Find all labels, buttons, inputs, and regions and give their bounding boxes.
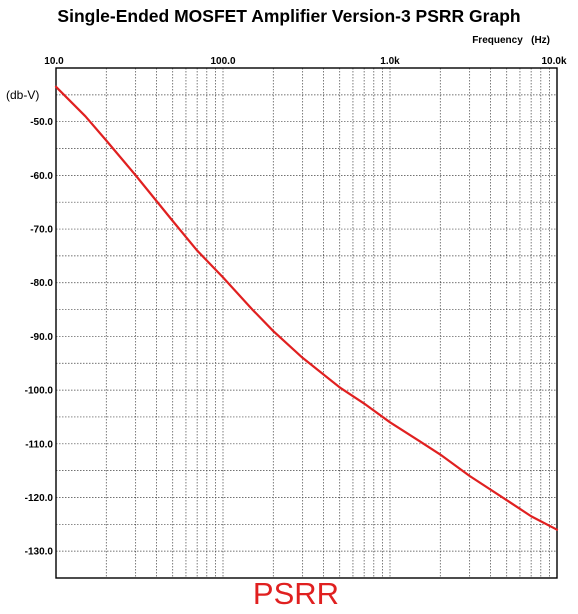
y-tick-label: -90.0 — [30, 332, 53, 343]
y-tick-label: -50.0 — [30, 117, 53, 128]
y-tick-label: -120.0 — [25, 493, 54, 504]
x-tick-labels: 10.0 100.0 1.0k 10.0k — [44, 56, 567, 67]
y-tick-labels: -50.0 -60.0 -70.0 -80.0 -90.0 -100.0 -110.0 -12… — [25, 117, 54, 557]
x-axis-label: Frequency (Hz) — [472, 35, 550, 46]
x-tick-label: 10.0 — [44, 56, 64, 67]
y-axis-label: (db-V) — [6, 88, 39, 102]
psrr-series-line — [54, 85, 559, 531]
x-tick-label: 100.0 — [210, 56, 235, 67]
x-tick-label: 1.0k — [380, 56, 400, 67]
chart-title: Single-Ended MOSFET Amplifier Version-3 … — [57, 6, 521, 26]
y-tick-label: -110.0 — [25, 439, 53, 450]
y-tick-label: -80.0 — [30, 278, 53, 289]
y-tick-label: -60.0 — [30, 171, 53, 182]
grid-lines — [56, 68, 557, 578]
chart-caption: PSRR — [252, 576, 340, 611]
y-tick-label: -70.0 — [30, 225, 53, 236]
x-tick-label: 10.0k — [541, 56, 566, 67]
y-tick-label: -100.0 — [25, 386, 54, 397]
plot-frame — [55, 67, 558, 579]
y-tick-label: -130.0 — [25, 547, 54, 558]
